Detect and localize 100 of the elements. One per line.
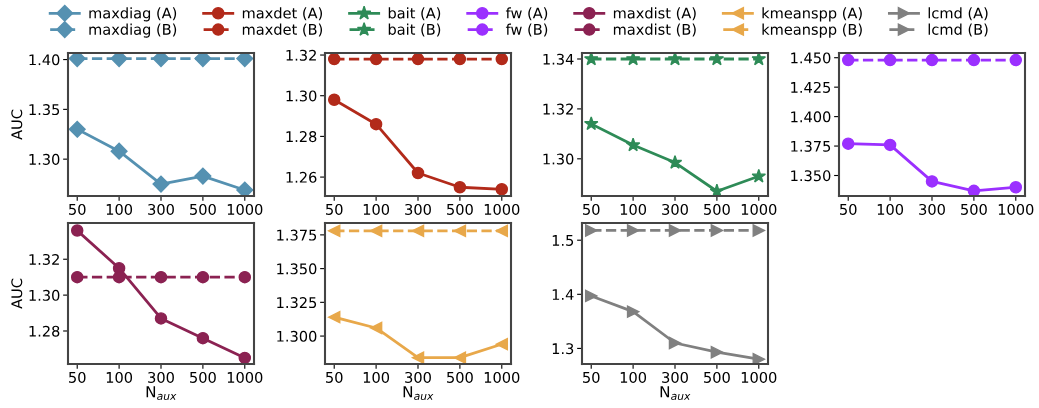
point	[411, 224, 425, 238]
x-tick-label: 50	[69, 203, 86, 215]
y-tick-label: 1.30	[29, 153, 60, 165]
point	[453, 351, 467, 364]
point	[70, 270, 84, 284]
point	[453, 224, 467, 238]
y-tick-label: 1.375	[791, 140, 831, 152]
point	[667, 154, 683, 169]
point	[883, 138, 897, 152]
y-tick-label: 1.325	[277, 297, 317, 309]
x-tick-label: 1000	[741, 203, 777, 215]
point	[709, 53, 725, 66]
point	[1009, 53, 1023, 67]
point	[194, 53, 212, 68]
point	[411, 166, 425, 180]
y-tick-label: 1.35	[29, 104, 60, 116]
x-tick-label: 1000	[998, 203, 1034, 215]
point	[112, 270, 126, 284]
point	[154, 270, 168, 284]
point	[583, 116, 599, 131]
point	[925, 175, 939, 188]
point	[584, 289, 598, 303]
x-tick-label: 500	[447, 203, 473, 215]
x-tick-label: 300	[405, 203, 431, 215]
x-tick-label: 1000	[484, 371, 520, 383]
x-tick-label: 100	[363, 203, 390, 215]
point	[327, 93, 341, 107]
x-tick-label: 50	[326, 203, 343, 215]
point	[196, 331, 210, 345]
point	[709, 183, 725, 196]
x-tick-label: 300	[919, 203, 945, 215]
point	[411, 351, 425, 364]
x-tick-label: 50	[326, 371, 343, 383]
point	[152, 53, 170, 68]
y-tick-label: 1.32	[286, 49, 316, 61]
x-tick-label: 100	[620, 371, 647, 383]
x-tick-label: 100	[363, 371, 390, 383]
y-tick-label: 1.40	[29, 54, 60, 66]
point	[710, 224, 724, 237]
point	[369, 117, 383, 131]
legend-label: maxdist (A)	[613, 7, 696, 21]
x-tick-label: 50	[69, 371, 86, 383]
x-axis-title: N$_{aux}$	[146, 386, 177, 401]
x-tick-label: 50	[583, 203, 600, 215]
y-tick-label: 1.32	[29, 253, 59, 265]
point	[1009, 181, 1023, 194]
point	[495, 183, 509, 196]
point	[668, 336, 682, 350]
x-tick-label: 1000	[227, 371, 263, 383]
point	[495, 53, 509, 66]
point	[752, 352, 766, 364]
x-tick-label: 500	[447, 371, 473, 383]
point	[668, 224, 682, 237]
point	[495, 224, 509, 238]
point	[70, 224, 84, 237]
point	[327, 53, 341, 66]
x-tick-label: 500	[190, 203, 216, 215]
point	[238, 351, 252, 364]
x-tick-label: 300	[148, 203, 174, 215]
x-tick-label: 300	[148, 371, 174, 383]
point	[236, 181, 254, 196]
y-tick-label: 1.5	[552, 235, 574, 246]
y-tick-label: 1.350	[277, 263, 317, 275]
point	[626, 224, 640, 237]
legend-label: fw (B)	[505, 23, 548, 37]
x-tick-label: 500	[704, 203, 730, 215]
point	[752, 224, 766, 237]
x-tick-label: 1000	[741, 371, 777, 383]
x-tick-label: 300	[662, 371, 688, 383]
legend-label: maxdet (A)	[242, 7, 322, 21]
point	[68, 53, 86, 68]
point	[584, 224, 598, 237]
x-tick-label: 500	[961, 203, 987, 215]
point	[194, 167, 212, 185]
point	[495, 337, 509, 351]
x-tick-label: 300	[405, 371, 431, 383]
y-tick-label: 1.300	[277, 330, 317, 342]
legend-label: lcmd (A)	[928, 7, 988, 21]
x-axis-title: N$_{aux}$	[403, 386, 434, 401]
y-tick-label: 1.4	[552, 289, 574, 300]
y-tick-label: 1.28	[29, 325, 60, 337]
point	[327, 310, 341, 324]
y-tick-label: 1.26	[286, 171, 317, 183]
point	[453, 181, 467, 194]
y-tick-label: 1.350	[791, 170, 831, 182]
x-tick-label: 300	[662, 203, 688, 215]
point	[238, 270, 252, 284]
point	[751, 168, 767, 183]
x-tick-label: 500	[704, 371, 730, 383]
point	[667, 53, 683, 66]
y-tick-label: 1.28	[286, 131, 317, 143]
point	[925, 53, 939, 67]
point	[841, 137, 855, 150]
point	[154, 312, 168, 325]
x-tick-label: 50	[583, 371, 600, 383]
point	[411, 53, 425, 66]
y-tick-label: 1.30	[543, 153, 574, 165]
point	[369, 224, 383, 238]
point	[236, 53, 254, 68]
y-tick-label: 1.450	[791, 52, 831, 64]
